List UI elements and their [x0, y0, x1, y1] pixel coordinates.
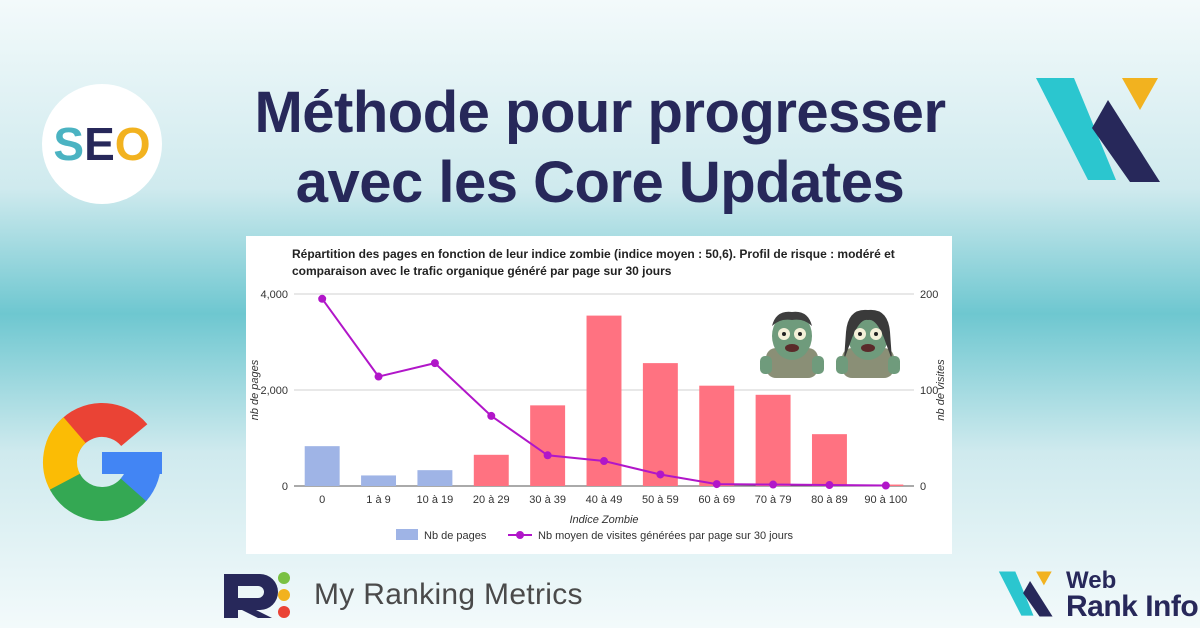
- legend-swatch-pages: [396, 529, 418, 540]
- x-tick-label: 60 à 69: [698, 494, 735, 506]
- y2-axis-title: nb de visites: [935, 359, 947, 421]
- webrankinfo-w-icon: [1036, 78, 1160, 182]
- x-tick-label: 50 à 59: [642, 494, 679, 506]
- google-g-icon: [43, 403, 162, 521]
- line-point: [656, 470, 665, 479]
- chart-card: Répartition des pages en fonction de leu…: [246, 236, 952, 554]
- line-point: [430, 359, 439, 368]
- x-tick-label: 0: [319, 494, 325, 506]
- line-point: [600, 457, 608, 466]
- line-point: [769, 480, 778, 489]
- seo-letter-o: O: [114, 118, 151, 170]
- zombie-man-emoji-icon: [760, 311, 824, 378]
- mrm-name: My Ranking Metrics: [314, 578, 583, 611]
- bar: [417, 470, 453, 486]
- x-tick-label: 1 à 9: [366, 494, 390, 506]
- bar: [811, 434, 847, 486]
- bar: [473, 454, 509, 486]
- y-tick-label: 0: [282, 481, 288, 493]
- line-point: [881, 481, 890, 490]
- line-point: [825, 481, 834, 490]
- x-tick-label: 40 à 49: [586, 494, 623, 506]
- zombie-woman-emoji-icon: [836, 309, 900, 378]
- wri-line-1: Web: [1066, 567, 1117, 594]
- y-tick-label: 2,000: [260, 385, 288, 397]
- bar: [699, 385, 735, 486]
- bar: [361, 475, 397, 486]
- x-tick-label: 10 à 19: [417, 494, 454, 506]
- webrankinfo-logo: Web Rank Info: [998, 567, 1199, 623]
- x-tick-label: 30 à 39: [529, 494, 566, 506]
- title-line-2: avec les Core Updates: [295, 150, 905, 215]
- line-point: [318, 294, 327, 303]
- wri-line-2: Rank Info: [1066, 590, 1199, 623]
- x-axis-title: Indice Zombie: [569, 514, 638, 526]
- legend-marker-visits: [516, 531, 524, 539]
- webrankinfo-small-w-icon: [998, 571, 1053, 617]
- legend-label-visits: Nb moyen de visites générées par page su…: [538, 530, 793, 542]
- x-tick-label: 90 à 100: [864, 494, 907, 506]
- y-axis-title: nb de pages: [249, 359, 261, 420]
- chart-title: Répartition des pages en fonction de leu…: [292, 247, 895, 278]
- line-point: [374, 372, 383, 381]
- bar: [755, 394, 791, 486]
- y-tick-label: 4,000: [260, 289, 288, 301]
- y2-tick-label: 0: [920, 481, 926, 493]
- seo-letter-s: S: [53, 118, 85, 170]
- seo-letter-e: E: [84, 118, 115, 170]
- y2-tick-label: 200: [920, 289, 938, 301]
- line-point: [712, 480, 721, 489]
- line-point: [543, 451, 552, 460]
- title-line-1: Méthode pour progresser: [254, 80, 946, 145]
- x-tick-label: 20 à 29: [473, 494, 510, 506]
- mrm-r-icon: [224, 572, 290, 618]
- line-point: [487, 411, 496, 420]
- y2-tick-label: 100: [920, 385, 938, 397]
- my-ranking-metrics-logo: My Ranking Metrics: [220, 570, 583, 620]
- bar: [530, 405, 566, 486]
- bar: [304, 446, 340, 486]
- legend-label-pages: Nb de pages: [424, 530, 487, 542]
- bar: [642, 363, 678, 486]
- x-tick-label: 80 à 89: [811, 494, 848, 506]
- page-title: Méthode pour progresser avec les Core Up…: [200, 78, 1000, 218]
- combo-chart: 0 0 2,000 100 4,000 200 0 1 à 9 10 à 19 20 à 29 30…: [249, 289, 947, 542]
- x-tick-label: 70 à 79: [755, 494, 792, 506]
